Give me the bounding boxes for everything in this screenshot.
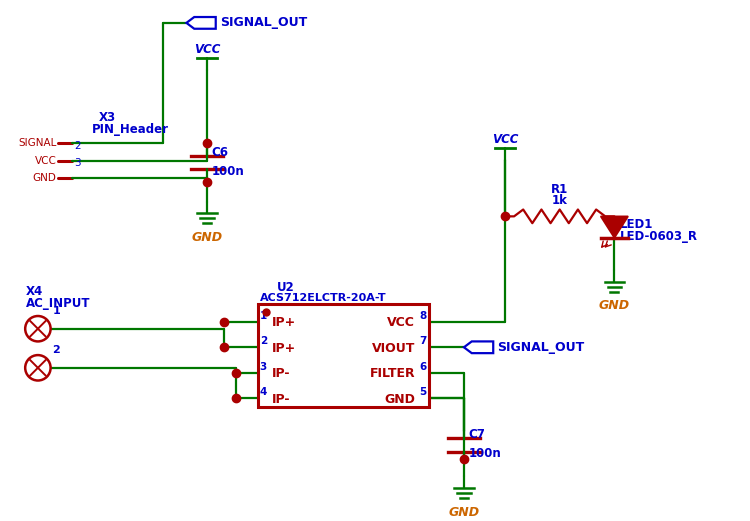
Text: 1: 1 bbox=[53, 306, 60, 316]
Text: GND: GND bbox=[448, 505, 479, 518]
Text: GND: GND bbox=[32, 173, 56, 183]
Text: 6: 6 bbox=[419, 362, 427, 371]
Text: 2: 2 bbox=[260, 337, 267, 346]
Text: SIGNAL: SIGNAL bbox=[18, 138, 56, 148]
Text: ACS712ELCTR-20A-T: ACS712ELCTR-20A-T bbox=[260, 293, 386, 303]
FancyBboxPatch shape bbox=[258, 304, 429, 407]
Text: 100n: 100n bbox=[211, 165, 244, 178]
Text: C7: C7 bbox=[469, 428, 486, 441]
Text: VCC: VCC bbox=[492, 133, 518, 146]
Text: C6: C6 bbox=[211, 146, 229, 159]
Text: IP-: IP- bbox=[272, 367, 290, 380]
Text: VCC: VCC bbox=[34, 156, 56, 166]
Text: U2: U2 bbox=[278, 281, 295, 294]
Text: LED1: LED1 bbox=[620, 218, 654, 231]
Text: SIGNAL_OUT: SIGNAL_OUT bbox=[220, 16, 307, 29]
Text: 2: 2 bbox=[53, 345, 60, 355]
Text: GND: GND bbox=[191, 231, 223, 244]
Text: 4: 4 bbox=[260, 387, 267, 397]
Text: 8: 8 bbox=[419, 311, 427, 321]
Text: 1k: 1k bbox=[552, 194, 568, 207]
Text: IP-: IP- bbox=[272, 392, 290, 405]
Text: IP+: IP+ bbox=[272, 342, 296, 355]
Text: X4: X4 bbox=[26, 285, 44, 297]
Text: IP+: IP+ bbox=[272, 316, 296, 329]
Text: AC_INPUT: AC_INPUT bbox=[26, 297, 91, 311]
Text: SIGNAL_OUT: SIGNAL_OUT bbox=[497, 341, 584, 354]
Text: PIN_Header: PIN_Header bbox=[92, 122, 169, 135]
Text: VIOUT: VIOUT bbox=[372, 342, 415, 355]
Text: X3: X3 bbox=[98, 111, 116, 124]
Text: FILTER: FILTER bbox=[370, 367, 415, 380]
Text: 100n: 100n bbox=[469, 447, 502, 460]
Text: VCC: VCC bbox=[387, 316, 415, 329]
Text: VCC: VCC bbox=[194, 43, 220, 56]
Text: 7: 7 bbox=[419, 337, 427, 346]
Polygon shape bbox=[601, 216, 628, 238]
Text: LED-0603_R: LED-0603_R bbox=[620, 230, 698, 243]
Text: GND: GND bbox=[384, 392, 415, 405]
Text: 3: 3 bbox=[260, 362, 267, 371]
Text: GND: GND bbox=[598, 300, 630, 313]
Text: 2: 2 bbox=[74, 141, 81, 151]
Text: 1: 1 bbox=[260, 311, 267, 321]
Text: 5: 5 bbox=[419, 387, 427, 397]
Text: 3: 3 bbox=[74, 158, 81, 168]
Text: R1: R1 bbox=[551, 183, 568, 196]
